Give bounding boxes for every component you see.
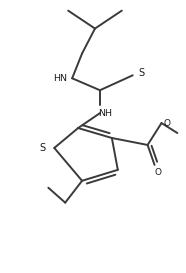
Text: S: S (139, 68, 145, 78)
Text: HN: HN (53, 74, 67, 83)
Text: NH: NH (98, 109, 112, 118)
Text: O: O (154, 168, 161, 177)
Text: O: O (164, 118, 171, 127)
Text: S: S (39, 143, 45, 153)
